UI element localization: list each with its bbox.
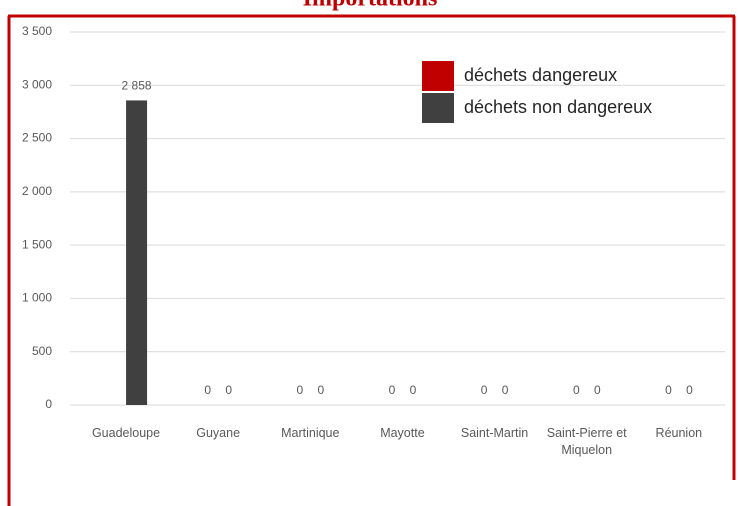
data-label: 2 858 xyxy=(122,79,152,93)
y-tick-label: 3 000 xyxy=(22,77,52,91)
data-label: 0 xyxy=(225,383,232,397)
y-tick-label: 1 000 xyxy=(22,291,52,305)
x-tick-label: Saint-Martin xyxy=(460,426,529,440)
x-tick-label: Réunion xyxy=(655,426,703,440)
data-label: 0 xyxy=(686,383,693,397)
legend-swatch xyxy=(422,61,454,91)
y-tick-label: 0 xyxy=(45,397,52,411)
x-tick-label: Saint-Pierre et Miquelon xyxy=(546,426,627,457)
y-tick-label: 2 500 xyxy=(22,131,52,145)
data-label: 0 xyxy=(410,383,417,397)
y-tick-label: 1 500 xyxy=(22,237,52,251)
data-label: 0 xyxy=(204,383,211,397)
y-tick-label: 3 500 xyxy=(22,24,52,38)
legend-label: déchets dangereux xyxy=(464,65,617,85)
data-label: 0 xyxy=(297,383,304,397)
y-tick-label: 500 xyxy=(32,344,52,358)
bar xyxy=(126,100,148,405)
data-label: 0 xyxy=(502,383,509,397)
x-tick-label: Martinique xyxy=(281,426,340,440)
data-label: 0 xyxy=(594,383,601,397)
data-label: 0 xyxy=(665,383,672,397)
y-tick-label: 2 000 xyxy=(22,184,52,198)
data-label: 0 xyxy=(318,383,325,397)
legend-label: déchets non dangereux xyxy=(464,97,652,117)
data-label: 0 xyxy=(481,383,488,397)
data-label: 0 xyxy=(573,383,580,397)
x-tick-label: Guadeloupe xyxy=(91,426,161,440)
x-tick-label: Mayotte xyxy=(380,426,425,440)
data-label: 0 xyxy=(389,383,396,397)
chart-title: Importations xyxy=(303,0,438,12)
x-tick-label: Guyane xyxy=(196,426,241,440)
legend-swatch xyxy=(422,93,454,123)
